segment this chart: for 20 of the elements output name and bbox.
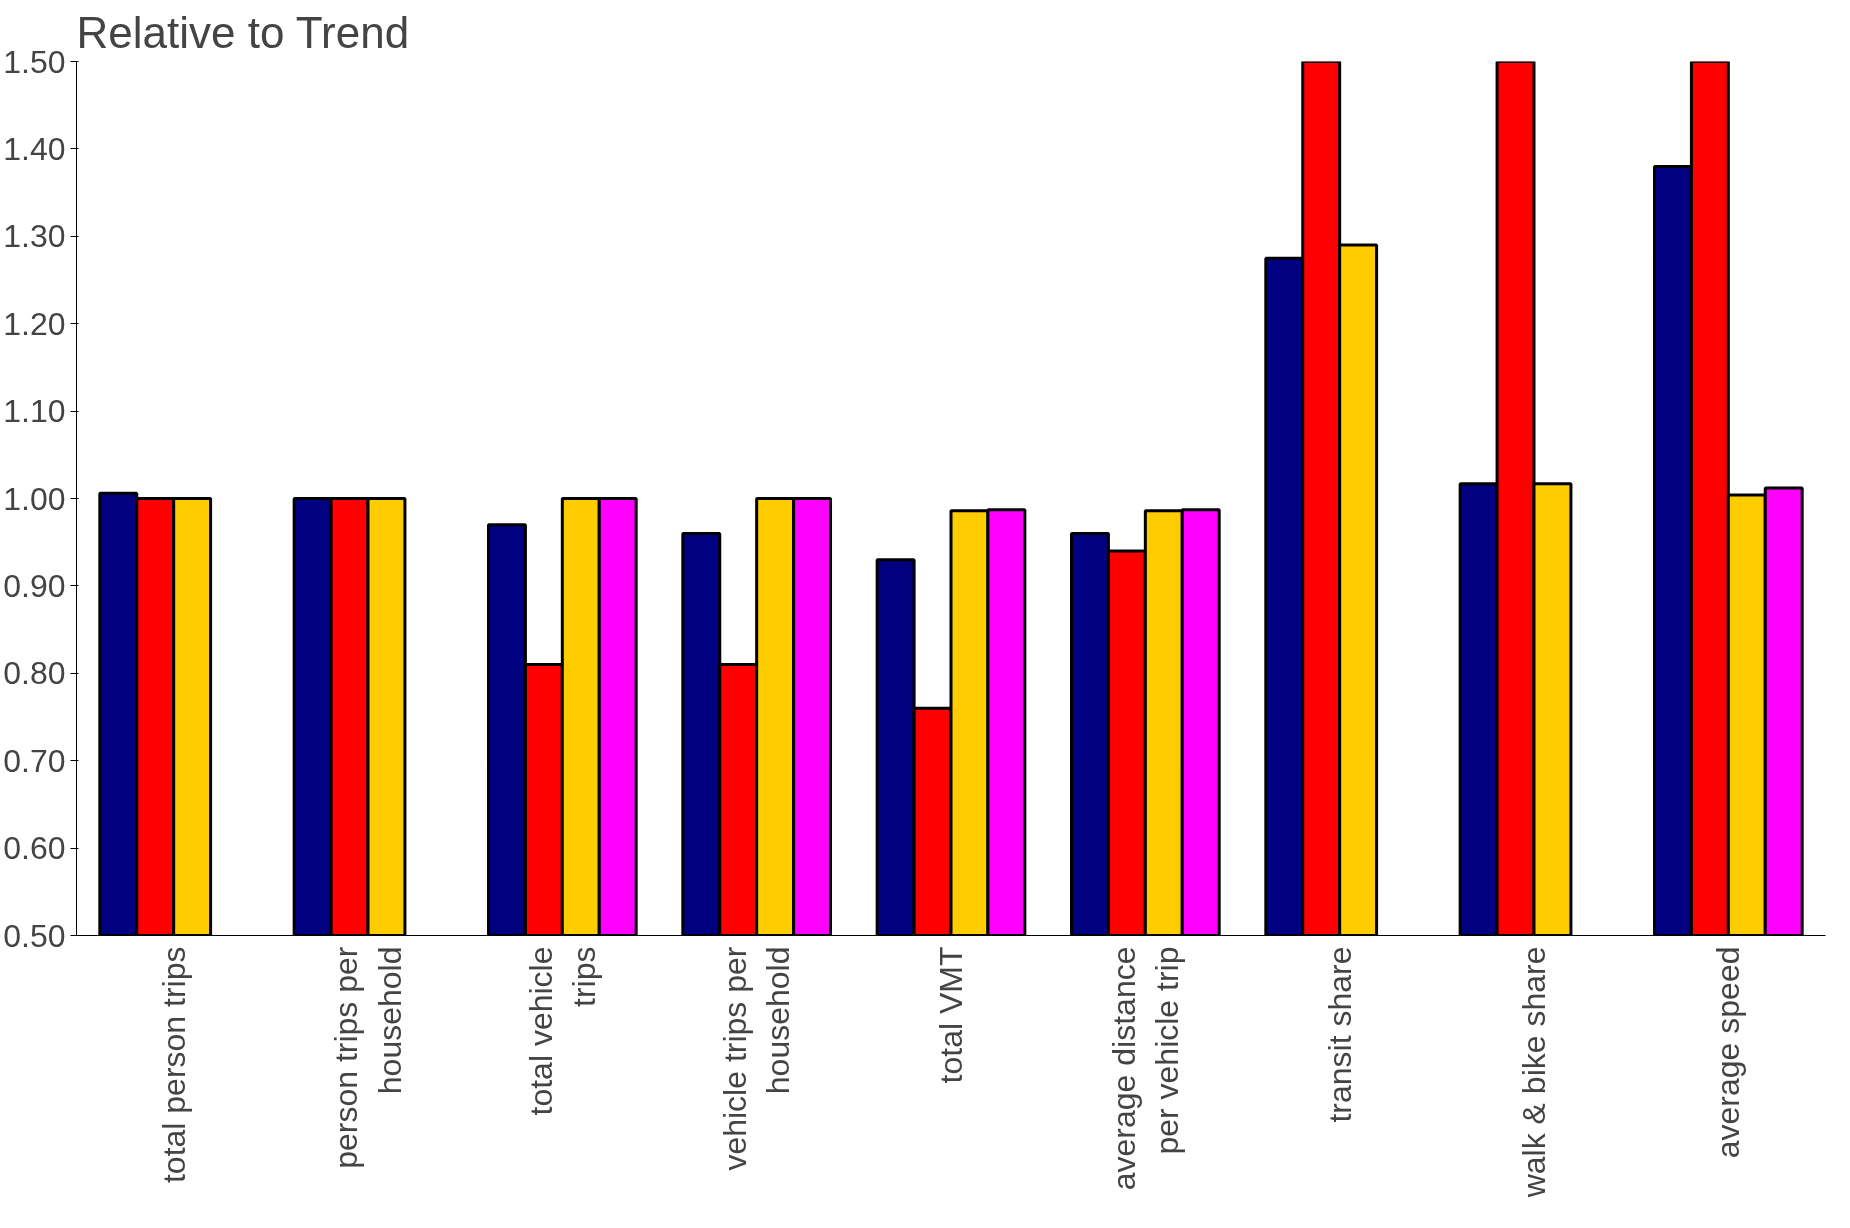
y-tick-label: 0.90 [3, 567, 66, 604]
y-tick-label: 1.40 [3, 130, 66, 167]
y-tick-label: 1.30 [3, 218, 66, 255]
y-tick-label: 1.10 [3, 393, 66, 430]
y-tick-label: 0.50 [3, 917, 66, 954]
x-tick-label: total VMT [933, 946, 969, 1084]
y-tick-label: 0.70 [3, 742, 66, 779]
chart-title: Relative to Trend [76, 7, 410, 57]
x-tick-label: walk & bike share [1516, 946, 1552, 1199]
x-tick-label: average speed [1710, 946, 1747, 1159]
y-tick-label: 1.20 [3, 305, 66, 342]
y-tick-label: 1.50 [3, 43, 66, 80]
x-tick-label: total vehicle trips [522, 946, 602, 1116]
x-tick-label: vehicle trips per household [717, 946, 797, 1171]
y-tick-label: 0.80 [3, 655, 66, 692]
x-tick-label: transit share [1321, 946, 1358, 1123]
y-tick-label: 0.60 [3, 830, 66, 867]
x-tick-label: total person trips [155, 946, 192, 1184]
y-tick-label: 1.00 [3, 480, 66, 517]
x-tick-label: person trips per household [328, 946, 408, 1169]
